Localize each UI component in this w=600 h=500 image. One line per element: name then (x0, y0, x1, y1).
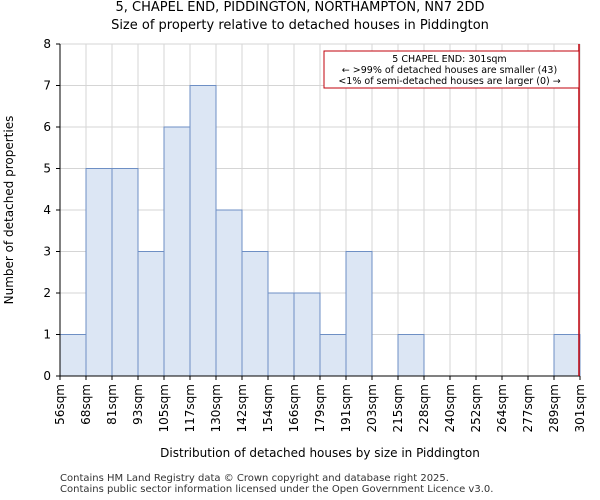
y-tick-label: 8 (43, 37, 51, 51)
y-tick-label: 5 (43, 162, 51, 176)
x-tick-label: 301sqm (573, 384, 587, 432)
x-tick-label: 215sqm (391, 384, 405, 432)
annotation-line: <1% of semi-detached houses are larger (… (338, 76, 560, 87)
y-tick-label: 2 (43, 286, 51, 300)
x-tick-label: 289sqm (547, 384, 561, 432)
x-tick-label: 252sqm (469, 384, 483, 432)
chart-subtitle: Size of property relative to detached ho… (111, 18, 489, 33)
bar (59, 334, 87, 377)
x-tick-label: 68sqm (79, 384, 93, 425)
bar (241, 251, 269, 377)
x-tick-label: 277sqm (521, 384, 535, 432)
y-tick-label: 0 (43, 369, 51, 383)
x-tick-label: 228sqm (417, 384, 431, 432)
annotation-line: ← >99% of detached houses are smaller (4… (342, 65, 557, 76)
footer-line-2: Contains public sector information licen… (60, 484, 494, 495)
x-tick-label: 154sqm (261, 384, 275, 432)
x-tick-label: 264sqm (495, 384, 509, 432)
x-tick-label: 93sqm (131, 384, 145, 425)
bar (163, 126, 191, 377)
x-tick-label: 240sqm (443, 384, 457, 432)
y-axis-label: Number of detached properties (2, 116, 16, 305)
bar (319, 334, 347, 377)
bar (137, 251, 165, 377)
x-tick-label: 130sqm (209, 384, 223, 432)
footer-line-1: Contains HM Land Registry data © Crown c… (60, 473, 449, 484)
x-tick-label: 191sqm (339, 384, 353, 432)
x-tick-label: 105sqm (157, 384, 171, 432)
x-axis-label: Distribution of detached houses by size … (160, 446, 480, 460)
y-tick-label: 3 (43, 245, 51, 259)
x-tick-label: 117sqm (183, 384, 197, 432)
y-tick-label: 6 (43, 120, 51, 134)
chart-title: 5, CHAPEL END, PIDDINGTON, NORTHAMPTON, … (115, 0, 485, 15)
bar (293, 292, 321, 377)
bar (345, 251, 373, 377)
annotation-line: 5 CHAPEL END: 301sqm (392, 54, 506, 65)
y-tick-label: 4 (43, 203, 51, 217)
x-tick-label: 179sqm (313, 384, 327, 432)
x-tick-label: 203sqm (365, 384, 379, 432)
y-tick-label: 7 (43, 79, 51, 93)
bar (267, 292, 295, 377)
annotation-box (323, 50, 580, 89)
bar (397, 334, 425, 377)
bar (85, 168, 113, 377)
x-tick-label: 56sqm (53, 384, 67, 425)
x-tick-label: 142sqm (235, 384, 249, 432)
bar (189, 85, 217, 377)
x-tick-label: 81sqm (105, 384, 119, 425)
bar (111, 168, 139, 377)
bar (553, 334, 581, 377)
x-tick-label: 166sqm (287, 384, 301, 432)
y-tick-label: 1 (43, 328, 51, 342)
bar (215, 209, 243, 377)
